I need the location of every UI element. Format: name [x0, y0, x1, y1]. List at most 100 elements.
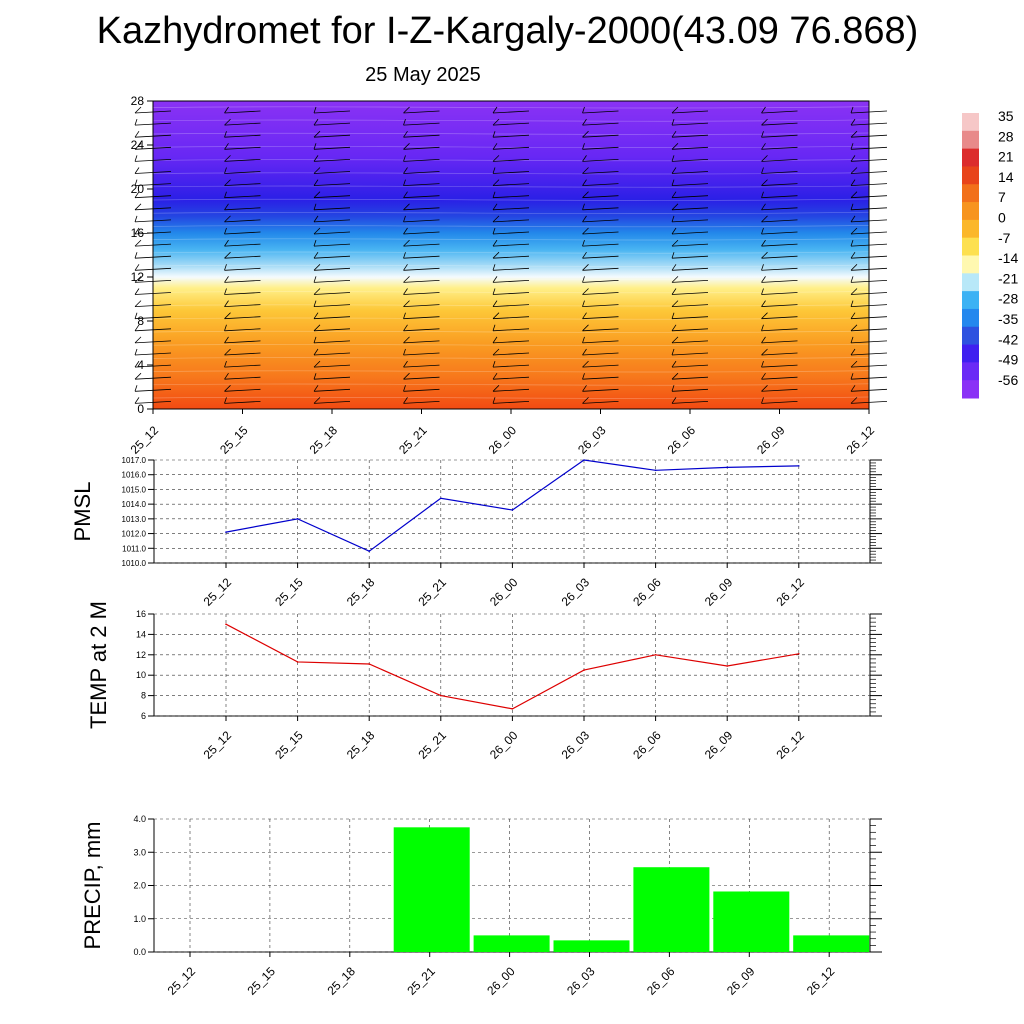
wind-barb	[761, 328, 798, 332]
wind-barb	[850, 203, 854, 210]
wind-barb	[313, 352, 351, 356]
wind-barb	[761, 167, 764, 174]
wind-barb	[850, 288, 858, 295]
wind-barb	[492, 276, 498, 283]
wind-barb	[582, 207, 619, 211]
wind-barb	[313, 373, 317, 380]
wind-barb	[492, 397, 496, 404]
x-tick-label: 25_15	[272, 728, 306, 762]
wind-barb	[492, 243, 530, 247]
wind-barb	[582, 373, 585, 380]
wind-barb	[224, 131, 227, 138]
wind-barb	[492, 131, 496, 138]
wind-barb-column	[761, 106, 798, 404]
wind-barb	[313, 183, 351, 186]
wind-barb	[224, 316, 261, 320]
colorbar-swatch	[962, 291, 979, 310]
wind-barb	[492, 388, 530, 392]
wind-barb	[224, 401, 261, 404]
precip-bar	[393, 827, 470, 952]
wind-barb	[582, 376, 619, 380]
wind-barb	[313, 179, 319, 186]
wind-barb	[224, 267, 261, 271]
wind-barb	[492, 324, 496, 331]
colorbar-label: -7	[998, 230, 1011, 246]
temp-point	[368, 663, 371, 665]
wind-barb	[403, 376, 440, 380]
wind-barb	[492, 401, 530, 404]
wind-barb	[671, 155, 675, 162]
wind-barb	[492, 328, 530, 332]
wind-barb	[761, 300, 766, 307]
wind-barb	[403, 300, 410, 307]
wind-barb	[582, 264, 589, 271]
wind-barb	[134, 300, 142, 307]
colorbar-label: -49	[998, 352, 1018, 368]
wind-barb	[761, 292, 798, 295]
contour-line	[152, 211, 870, 214]
x-tick-label: 26_09	[702, 728, 736, 762]
wind-barb	[492, 336, 498, 344]
heatmap-y-tick-label: 24	[131, 138, 145, 152]
colorbar-swatch	[962, 184, 979, 203]
wind-barb	[761, 385, 768, 392]
wind-barb	[134, 348, 138, 356]
wind-barb	[492, 195, 530, 199]
wind-barb	[492, 143, 498, 150]
wind-barb	[492, 360, 496, 368]
forecast-date: 25 May 2025	[365, 64, 481, 86]
wind-barb	[671, 324, 677, 332]
wind-barb	[671, 110, 709, 114]
wind-barb	[403, 264, 408, 271]
wind-barb	[403, 155, 406, 162]
wind-barb	[671, 340, 709, 344]
wind-barb	[403, 328, 440, 332]
x-tick-label: 25_18	[344, 575, 378, 609]
wind-barb	[224, 171, 261, 174]
contour-line	[152, 119, 870, 122]
contour-line	[152, 145, 870, 148]
wind-barb	[582, 191, 589, 198]
wind-barb	[492, 312, 500, 319]
wind-barb	[134, 215, 138, 223]
colorbar-label: -42	[998, 331, 1018, 347]
temp-series-line	[225, 623, 799, 710]
wind-barb	[761, 179, 768, 186]
contour-line	[152, 291, 870, 294]
wind-barb	[850, 385, 856, 392]
heatmap-x-tick-label: 26_06	[665, 423, 699, 457]
wind-barb	[313, 264, 321, 271]
wind-barb	[224, 167, 227, 174]
wind-barb	[492, 219, 530, 223]
contour-line	[152, 383, 870, 386]
wind-barb	[671, 288, 677, 295]
wind-barb	[761, 106, 766, 114]
wind-barb	[671, 264, 677, 271]
wind-barb	[492, 251, 500, 259]
wind-barb	[134, 130, 140, 138]
wind-barb	[671, 159, 709, 162]
wind-barb	[313, 143, 317, 150]
y-tick-label: 1014.0	[122, 500, 147, 509]
wind-barb	[134, 324, 140, 332]
wind-barb	[850, 155, 856, 162]
wind-barb	[313, 203, 317, 210]
wind-barb	[403, 312, 406, 319]
wind-barb	[224, 207, 261, 211]
wind-barb	[582, 130, 589, 138]
colorbar-label: 21	[998, 149, 1014, 165]
wind-barb	[671, 276, 679, 283]
wind-barb	[671, 348, 675, 356]
y-axis-label: TEMP at 2 M	[86, 601, 111, 729]
wind-barb	[850, 251, 856, 259]
wind-barb	[224, 203, 229, 211]
wind-barb	[134, 106, 142, 114]
wind-barb	[403, 215, 406, 223]
wind-barb	[313, 167, 321, 174]
precip-bar	[553, 940, 630, 952]
wind-barb	[224, 300, 229, 307]
wind-barb	[492, 255, 530, 259]
x-tick-label: 25_12	[165, 964, 199, 998]
wind-barb	[224, 183, 261, 186]
